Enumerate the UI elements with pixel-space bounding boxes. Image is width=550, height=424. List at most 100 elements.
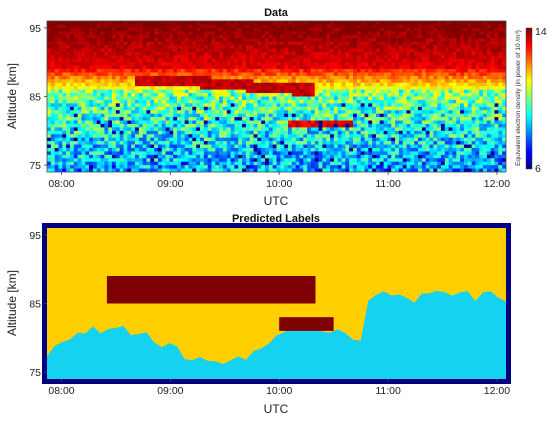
heat-cell xyxy=(314,106,319,111)
heat-cell xyxy=(253,62,258,67)
heat-cell xyxy=(314,144,319,149)
heat-cell xyxy=(299,79,304,84)
heat-cell xyxy=(108,69,113,73)
heat-cell xyxy=(330,158,335,163)
heat-cell xyxy=(467,127,472,132)
heat-cell xyxy=(276,110,281,115)
heat-cell xyxy=(379,117,385,121)
heat-cell xyxy=(119,130,124,135)
heat-cell xyxy=(280,154,285,159)
heat-cell xyxy=(188,93,193,97)
heat-cell xyxy=(127,38,132,42)
heat-cell xyxy=(226,65,232,70)
heat-cell xyxy=(62,117,67,121)
heat-cell xyxy=(375,89,381,94)
heat-cell xyxy=(353,41,358,46)
heat-cell xyxy=(444,41,450,46)
heat-cell xyxy=(253,38,258,42)
heat-cell xyxy=(200,51,205,56)
heat-cell xyxy=(165,117,170,121)
heat-cell xyxy=(356,96,362,101)
heat-cell xyxy=(230,113,235,118)
heat-cell xyxy=(77,134,82,139)
heat-cell xyxy=(471,51,476,56)
heat-cell xyxy=(112,65,117,70)
heat-cell xyxy=(96,51,101,56)
heat-cell xyxy=(341,127,346,132)
heat-cell xyxy=(119,144,124,149)
heat-cell xyxy=(291,45,297,49)
heat-cell xyxy=(299,69,304,73)
heat-cell xyxy=(372,110,377,115)
heat-cell xyxy=(398,72,404,77)
heat-cell xyxy=(479,134,484,139)
heat-cell xyxy=(356,134,362,139)
heat-cell xyxy=(234,79,239,84)
heat-cell xyxy=(196,158,201,163)
heat-cell xyxy=(177,86,182,91)
heat-cell xyxy=(265,48,270,53)
heat-cell xyxy=(142,113,147,118)
heat-cell xyxy=(356,117,362,121)
heat-cell xyxy=(391,96,396,101)
heat-cell xyxy=(433,31,438,36)
heat-cell xyxy=(456,141,461,145)
heat-cell xyxy=(502,110,506,115)
heat-cell xyxy=(418,103,423,108)
heat-cell xyxy=(138,106,144,111)
heat-cell xyxy=(138,151,144,156)
heat-cell xyxy=(69,106,75,111)
heat-cell xyxy=(238,27,243,32)
heat-cell xyxy=(169,51,174,56)
heat-cell xyxy=(410,154,415,159)
heat-cell xyxy=(341,41,346,46)
heat-cell xyxy=(196,130,201,135)
heat-cell xyxy=(104,144,109,149)
heat-cell xyxy=(486,72,492,77)
heat-cell xyxy=(108,82,113,87)
heat-cell xyxy=(81,93,86,97)
heat-cell xyxy=(47,134,52,139)
heat-cell xyxy=(219,82,224,87)
heat-cell xyxy=(383,137,388,142)
heat-cell xyxy=(406,21,411,25)
heat-cell xyxy=(406,130,411,135)
heat-cell xyxy=(326,93,331,97)
heat-cell xyxy=(184,51,189,56)
heat-cell xyxy=(50,72,56,77)
heat-cell xyxy=(142,161,147,166)
heat-cell xyxy=(383,127,388,132)
heat-cell xyxy=(207,106,212,111)
heat-cell xyxy=(150,82,155,87)
heat-cell xyxy=(456,27,461,32)
heat-cell xyxy=(375,117,381,121)
heat-cell xyxy=(490,151,495,156)
heat-cell xyxy=(475,69,480,73)
heat-cell xyxy=(287,123,293,128)
heat-cell xyxy=(444,117,450,121)
heat-cell xyxy=(169,65,174,70)
heat-cell xyxy=(77,31,82,36)
heat-cell xyxy=(314,123,319,128)
heat-cell xyxy=(406,41,411,46)
heat-cell xyxy=(475,93,480,97)
heat-cell xyxy=(268,147,274,152)
heat-cell xyxy=(66,21,71,25)
heat-cell xyxy=(81,79,86,84)
heat-cell xyxy=(66,34,71,39)
heat-cell xyxy=(318,41,323,46)
heat-cell xyxy=(115,62,121,67)
heat-cell xyxy=(295,86,300,91)
heat-cell xyxy=(62,93,67,97)
heat-cell xyxy=(73,141,79,145)
heat-cell xyxy=(108,134,113,139)
heat-cell xyxy=(226,158,232,163)
heat-cell xyxy=(138,51,144,56)
heat-cell xyxy=(433,113,438,118)
heat-cell xyxy=(184,106,189,111)
heat-cell xyxy=(131,79,136,84)
heat-cell xyxy=(58,55,63,60)
heat-cell xyxy=(157,130,163,135)
heat-cell xyxy=(108,123,113,128)
heat-cell xyxy=(104,89,109,94)
